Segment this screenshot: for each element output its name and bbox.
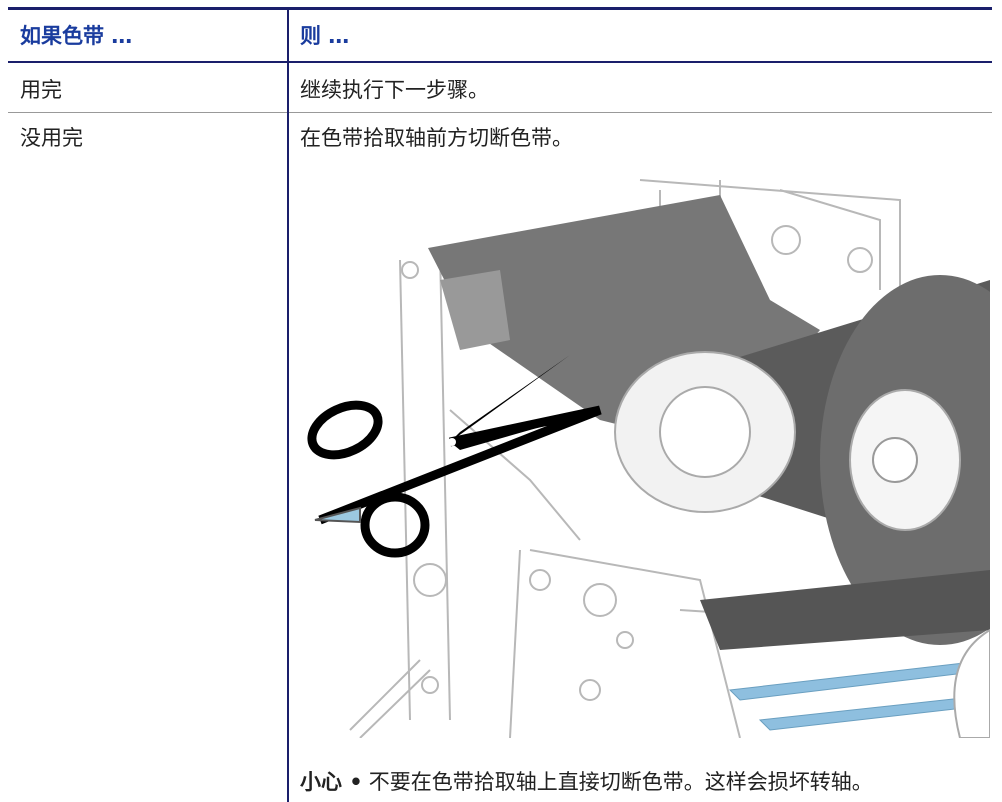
condition-cell: 没用完 (20, 126, 83, 150)
action-cell: 继续执行下一步骤。 (300, 78, 489, 102)
row-border (8, 112, 992, 113)
condition-cell: 用完 (20, 78, 62, 102)
action-cell: 在色带拾取轴前方切断色带。 (300, 126, 573, 150)
caution-text: 不要在色带拾取轴上直接切断色带。这样会损坏转轴。 (368, 770, 873, 794)
column-header: 如果色带 … (20, 24, 133, 48)
header-border (8, 61, 992, 63)
column-header: 则 … (300, 24, 350, 48)
caution-label: 小心 • (300, 770, 363, 794)
ribbon-cut-illustration (307, 179, 990, 738)
table-top-border (8, 7, 992, 10)
caution-note: 小心 • 不要在色带拾取轴上直接切断色带。这样会损坏转轴。 (300, 766, 873, 796)
column-divider (287, 8, 289, 802)
